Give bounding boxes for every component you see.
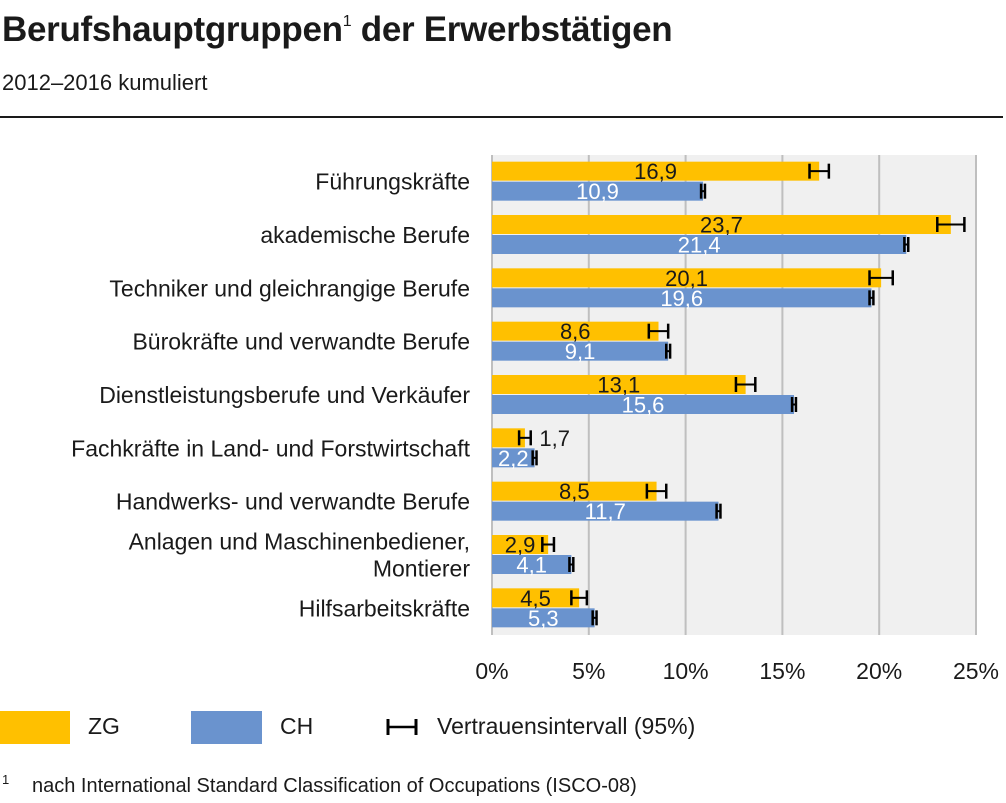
data-label-ch: 21,4 [678,233,721,258]
data-label-zg: 23,7 [700,213,743,238]
title-footnote-ref: 1 [342,13,352,30]
category-label: akademische Berufe [260,222,470,248]
error-bar [790,397,798,412]
x-tick-label: 0% [475,658,508,684]
footnote-text: nach International Standard Classificati… [32,775,637,797]
data-label-zg: 20,1 [665,266,708,291]
bar-zg [492,215,951,234]
footnote-mark: 1 [2,772,10,787]
bar-ch [492,235,907,254]
x-tick-label: 10% [663,658,709,684]
error-bar [647,323,670,339]
bar-ch [492,395,795,414]
error-bar [645,483,668,499]
bar-ch [492,181,704,201]
data-label-zg: 4,5 [520,586,551,611]
x-tick-label: 15% [759,658,805,684]
category-label: Handwerks- und verwandte Berufe [116,489,470,515]
error-bar [541,537,556,552]
chart-subtitle: 2012–2016 kumuliert [2,70,208,95]
data-label-zg: 2,9 [505,533,536,558]
legend-ch-swatch [191,711,262,744]
category-label: Dienstleistungsberufe und Verkäufer [99,382,470,408]
bar-zg [492,268,882,288]
error-bar [664,343,672,359]
category-label: Fachkräfte in Land- und Forstwirtschaft [71,435,470,461]
x-tick-label: 20% [856,658,902,684]
bar-ch [492,608,595,628]
legend-ci-label: Vertrauensintervall (95%) [437,713,696,739]
confidence-interval-icon [386,719,418,735]
category-label: Hilfsarbeitskräfte [299,595,470,621]
data-label-zg: 8,6 [560,319,591,344]
data-label-ch: 11,7 [585,499,626,524]
category-label: Führungskräfte [315,169,470,195]
data-label-zg: 1,7 [539,426,570,451]
error-bar [699,183,707,199]
title-text-rest: der Erwerbstätigen [351,10,673,49]
error-bar [868,290,875,306]
bar-ch [492,448,535,468]
x-tick-label: 25% [953,658,999,684]
data-label-ch: 9,1 [565,339,596,364]
data-label-ch: 5,3 [528,606,559,631]
legend-ch-label: CH [280,713,314,739]
error-bar [936,217,966,232]
error-bar [715,503,722,519]
bar-zg [492,428,525,448]
category-label: Montierer [373,556,470,582]
data-label-zg: 16,9 [634,159,677,184]
data-label-zg: 13,1 [597,373,640,398]
data-label-ch: 15,6 [622,393,665,418]
error-bar [568,557,575,572]
data-label-zg: 8,5 [559,479,590,504]
title-text: Berufshauptgruppen [2,10,343,49]
legend-zg-swatch [0,711,70,744]
legend-zg-label: ZG [88,713,120,739]
error-bar [734,377,757,392]
error-bar [868,270,895,286]
x-tick-label: 5% [572,658,605,684]
data-label-ch: 4,1 [516,553,547,578]
bar-ch [492,501,719,521]
data-label-ch: 2,2 [498,446,529,471]
category-label: Bürokräfte und verwandte Berufe [132,329,470,355]
title-divider [0,116,1003,118]
bar-zg [492,535,549,554]
error-bar [517,430,532,446]
data-label-ch: 19,6 [660,286,703,311]
category-label: Techniker und gleichrangige Berufe [109,275,470,301]
bar-chart: 0% 5% 10% 15% 20% 25% Führungskräfte 16,9 10,9 ak… [71,155,999,684]
category-label: Anlagen und Maschinenbediener, [129,529,470,555]
bar-ch [492,288,872,308]
bar-zg [492,588,580,608]
bar-zg [492,321,659,341]
error-bar [591,610,598,626]
bar-ch [492,555,572,574]
chart-title: Berufshauptgruppen1 der Erwerbstätigen [2,10,673,50]
error-bar [531,450,538,466]
error-bar [903,237,910,252]
data-label-ch: 10,9 [576,179,619,204]
bar-zg [492,481,657,501]
error-bar [808,163,831,179]
bar-zg [492,161,820,181]
bar-zg [492,375,746,394]
bar-ch [492,341,669,361]
error-bar [570,590,589,606]
